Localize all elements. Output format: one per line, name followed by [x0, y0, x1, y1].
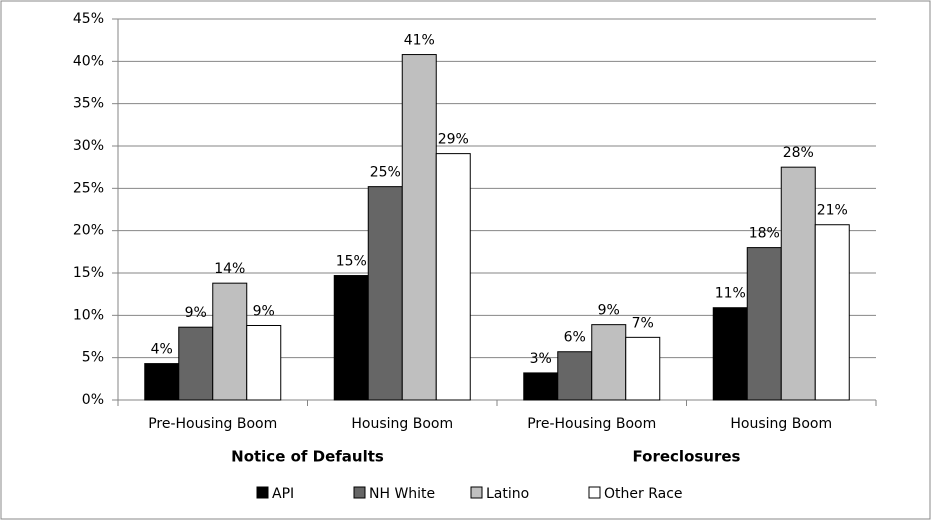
- y-tick-label: 20%: [73, 223, 104, 239]
- legend-label: API: [272, 486, 294, 502]
- y-tick-label: 10%: [73, 307, 104, 323]
- bar: [712, 307, 748, 401]
- bar: [780, 166, 816, 401]
- value-label: 9%: [253, 303, 275, 319]
- x-tick-label: Pre-Housing Boom: [527, 416, 656, 432]
- bar: [591, 324, 627, 401]
- value-label: 7%: [632, 315, 654, 331]
- bar: [212, 282, 248, 401]
- bar: [367, 186, 403, 401]
- legend-label: NH White: [369, 486, 435, 502]
- bar: [435, 153, 471, 401]
- legend-swatch: [353, 486, 366, 499]
- value-label: 9%: [598, 303, 620, 319]
- bar: [246, 324, 282, 401]
- y-tick-label: 15%: [73, 265, 104, 281]
- x-tick-label: Pre-Housing Boom: [148, 416, 277, 432]
- bar: [178, 326, 214, 401]
- bar: [746, 247, 782, 401]
- group-label: Foreclosures: [633, 448, 741, 466]
- y-tick-label: 5%: [82, 350, 104, 366]
- legend-label: Other Race: [604, 486, 683, 502]
- bar: [814, 224, 850, 401]
- value-label: 28%: [783, 145, 814, 161]
- value-label: 41%: [404, 33, 435, 49]
- x-tick-label: Housing Boom: [351, 416, 453, 432]
- value-label: 6%: [564, 330, 586, 346]
- x-tick-label: Housing Boom: [730, 416, 832, 432]
- value-label: 9%: [185, 305, 207, 321]
- y-tick-label: 30%: [73, 138, 104, 154]
- y-tick-label: 0%: [82, 392, 104, 408]
- bar: [401, 54, 437, 401]
- value-label: 15%: [336, 254, 367, 270]
- value-label: 11%: [715, 286, 746, 302]
- value-label: 3%: [530, 351, 552, 367]
- bar: [557, 351, 593, 401]
- value-label: 18%: [749, 226, 780, 242]
- bar: [144, 363, 180, 401]
- legend-swatch: [588, 486, 601, 499]
- value-label: 29%: [438, 132, 469, 148]
- y-tick-label: 45%: [73, 11, 104, 27]
- value-label: 21%: [817, 203, 848, 219]
- bar: [523, 372, 559, 401]
- legend-swatch: [470, 486, 483, 499]
- bar: [625, 336, 661, 401]
- value-label: 4%: [151, 342, 173, 358]
- y-tick-label: 40%: [73, 53, 104, 69]
- value-label: 25%: [370, 165, 401, 181]
- value-label: 14%: [214, 261, 245, 277]
- legend-label: Latino: [486, 486, 529, 502]
- group-label: Notice of Defaults: [231, 448, 384, 466]
- y-tick-label: 25%: [73, 180, 104, 196]
- bar: [333, 275, 369, 401]
- y-tick-label: 35%: [73, 96, 104, 112]
- legend-swatch: [256, 486, 269, 499]
